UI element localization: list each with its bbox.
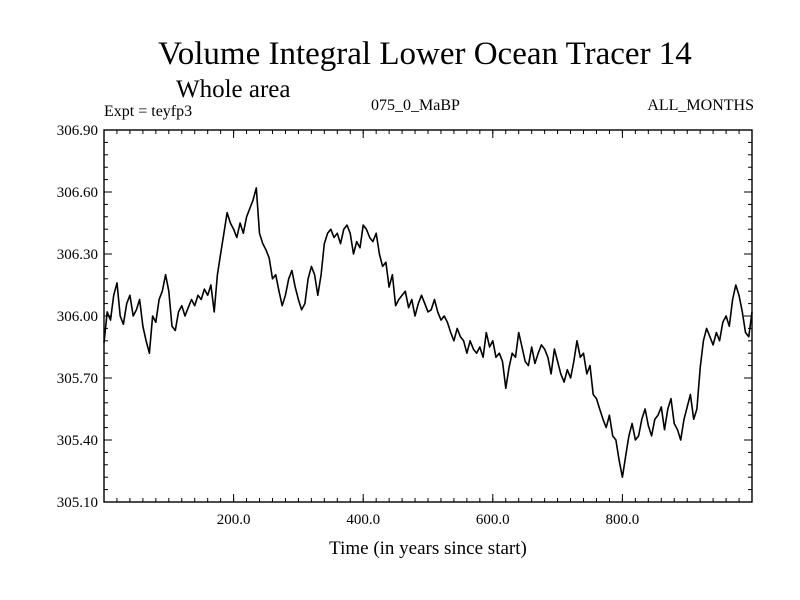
months-label: ALL_MONTHS xyxy=(647,97,754,114)
y-tick-label: 305.10 xyxy=(57,495,98,511)
x-tick-label: 400.0 xyxy=(346,512,380,528)
period-label: 075_0_MaBP xyxy=(371,97,460,114)
y-tick-label: 305.70 xyxy=(57,371,98,387)
y-tick-label: 306.60 xyxy=(57,185,98,201)
x-tick-label: 600.0 xyxy=(476,512,510,528)
y-axis-tick-labels: 305.10 305.40 305.70 306.00 306.30 306.60 306.… xyxy=(57,123,98,511)
x-axis-title: Time (in years since start) xyxy=(329,538,527,559)
x-tick-label: 200.0 xyxy=(217,512,251,528)
y-tick-label: 305.40 xyxy=(57,433,98,449)
chart-subtitle: Whole area xyxy=(176,76,291,103)
y-tick-label: 306.90 xyxy=(57,123,98,139)
x-axis-ticks xyxy=(103,130,753,502)
y-axis-ticks xyxy=(104,129,752,503)
y-tick-label: 306.30 xyxy=(57,247,98,263)
x-tick-label: 800.0 xyxy=(606,512,640,528)
y-tick-label: 306.00 xyxy=(57,309,98,325)
chart-title: Volume Integral Lower Ocean Tracer 14 xyxy=(158,36,692,72)
x-axis-tick-labels: 200.0 400.0 600.0 800.0 xyxy=(217,512,640,528)
plot-frame xyxy=(103,129,753,503)
experiment-label: Expt = teyfp3 xyxy=(104,103,193,120)
data-series-line xyxy=(103,187,753,478)
